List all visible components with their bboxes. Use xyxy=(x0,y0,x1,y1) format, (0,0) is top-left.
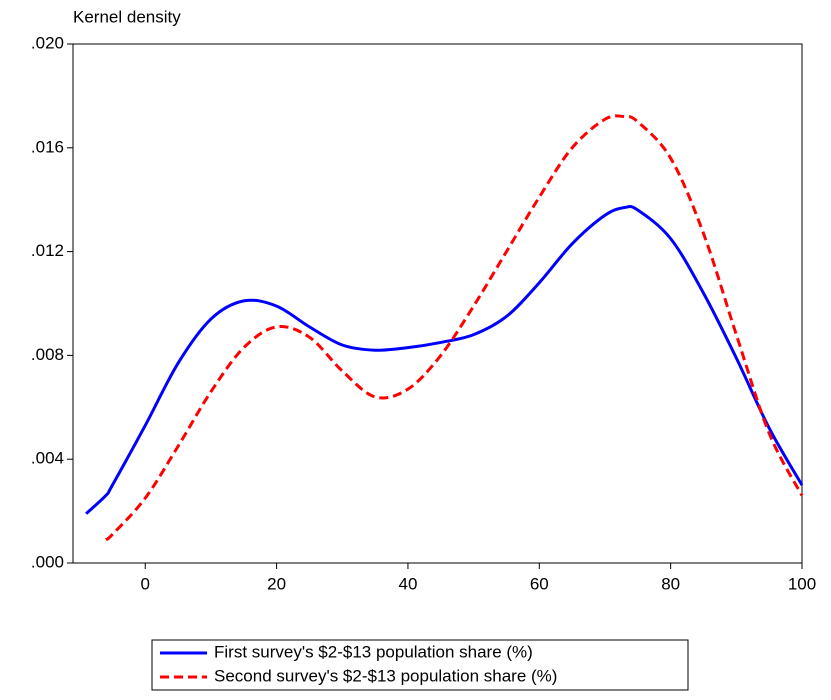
data-line xyxy=(104,114,804,541)
x-tick-label: 60 xyxy=(530,574,549,593)
plot-frame xyxy=(72,43,803,564)
data-line xyxy=(85,205,804,515)
x-tick-label: 20 xyxy=(267,574,286,593)
x-tick-label: 80 xyxy=(661,574,680,593)
x-tick-label: 100 xyxy=(788,574,816,593)
y-tick-label: .016 xyxy=(31,137,64,156)
legend-box xyxy=(151,639,689,691)
legend-label: Second survey's $2-$13 population share … xyxy=(214,666,557,685)
y-tick-label: .012 xyxy=(31,241,64,260)
y-tick-label: .000 xyxy=(31,552,64,571)
x-tick-label: 0 xyxy=(141,574,150,593)
y-tick-label: .004 xyxy=(31,449,64,468)
y-tick-label: .008 xyxy=(31,345,64,364)
y-axis-label: Kernel density xyxy=(73,7,181,26)
x-tick-label: 40 xyxy=(398,574,417,593)
y-tick-label: .020 xyxy=(31,33,64,52)
legend-label: First survey's $2-$13 population share (… xyxy=(214,642,533,661)
